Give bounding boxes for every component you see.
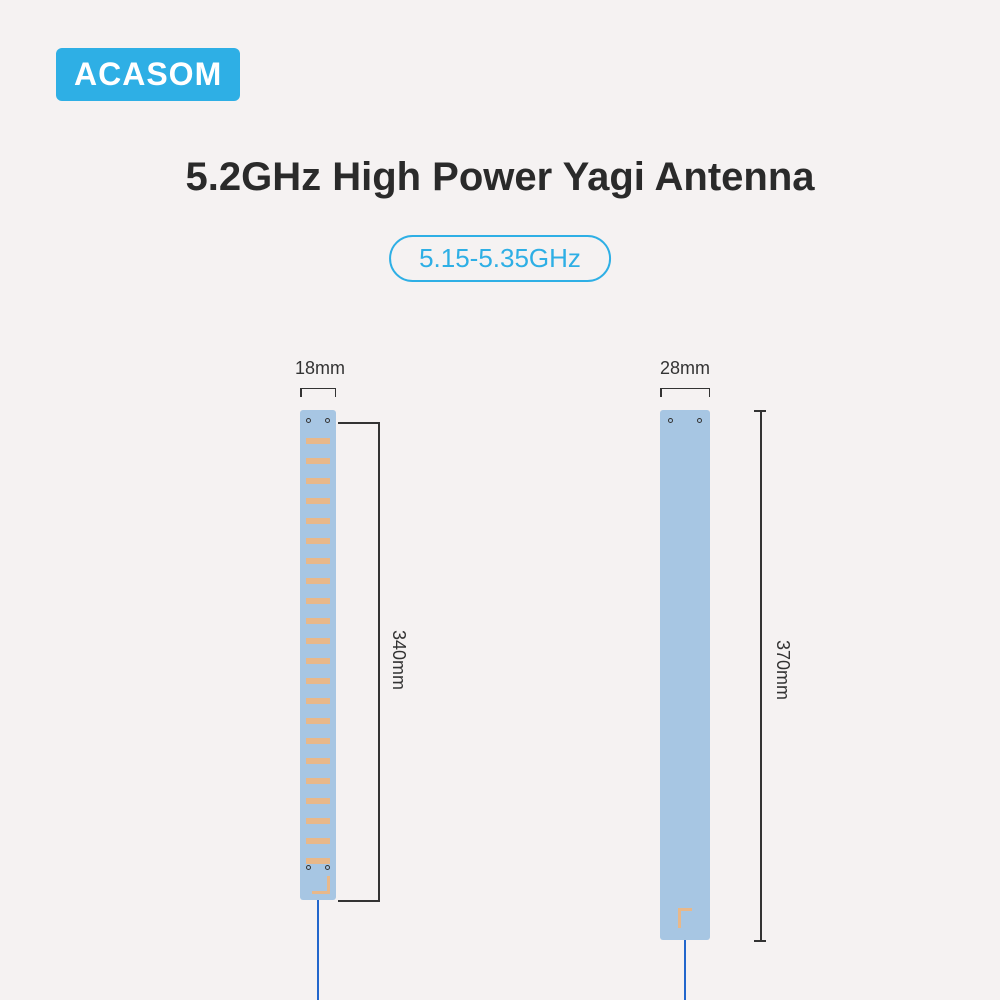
yagi-director <box>306 678 330 684</box>
mount-hole <box>697 418 702 423</box>
left-height-label: 340mm <box>388 630 409 690</box>
yagi-director <box>306 658 330 664</box>
feed-point <box>678 908 692 928</box>
yagi-director <box>306 598 330 604</box>
right-antenna-cable <box>684 940 686 1000</box>
feed-point <box>312 876 330 894</box>
yagi-director <box>306 478 330 484</box>
mount-hole <box>306 865 311 870</box>
left-height-line <box>378 422 380 900</box>
right-height-cap-top <box>754 410 766 412</box>
left-width-label: 18mm <box>295 358 345 379</box>
brand-badge: ACASOM <box>56 48 240 101</box>
mount-hole <box>325 865 330 870</box>
right-antenna-board <box>660 410 710 940</box>
yagi-director <box>306 818 330 824</box>
yagi-director <box>306 778 330 784</box>
yagi-director <box>306 558 330 564</box>
mount-hole <box>325 418 330 423</box>
right-height-line <box>760 410 762 940</box>
yagi-director <box>306 758 330 764</box>
yagi-director <box>306 618 330 624</box>
yagi-director <box>306 498 330 504</box>
yagi-director <box>306 458 330 464</box>
yagi-director <box>306 438 330 444</box>
yagi-director <box>306 578 330 584</box>
yagi-director <box>306 538 330 544</box>
left-antenna-cable <box>317 900 319 1000</box>
yagi-director <box>306 838 330 844</box>
yagi-director <box>306 738 330 744</box>
left-antenna-board <box>300 410 336 900</box>
yagi-director <box>306 518 330 524</box>
right-width-label: 28mm <box>660 358 710 379</box>
frequency-range-pill: 5.15-5.35GHz <box>389 235 611 282</box>
diagram-area: 18mm 340mm 28mm 370mm <box>0 340 1000 1000</box>
left-height-cap-bottom <box>338 900 380 902</box>
yagi-director <box>306 718 330 724</box>
right-height-label: 370mm <box>772 640 793 700</box>
yagi-director <box>306 858 330 864</box>
left-width-bracket <box>300 388 336 396</box>
mount-hole <box>306 418 311 423</box>
yagi-director <box>306 698 330 704</box>
left-height-cap-top <box>338 422 380 424</box>
yagi-director <box>306 638 330 644</box>
yagi-director <box>306 798 330 804</box>
mount-hole <box>668 418 673 423</box>
product-title: 5.2GHz High Power Yagi Antenna <box>0 155 1000 200</box>
right-height-cap-bottom <box>754 940 766 942</box>
right-width-bracket <box>660 388 710 396</box>
